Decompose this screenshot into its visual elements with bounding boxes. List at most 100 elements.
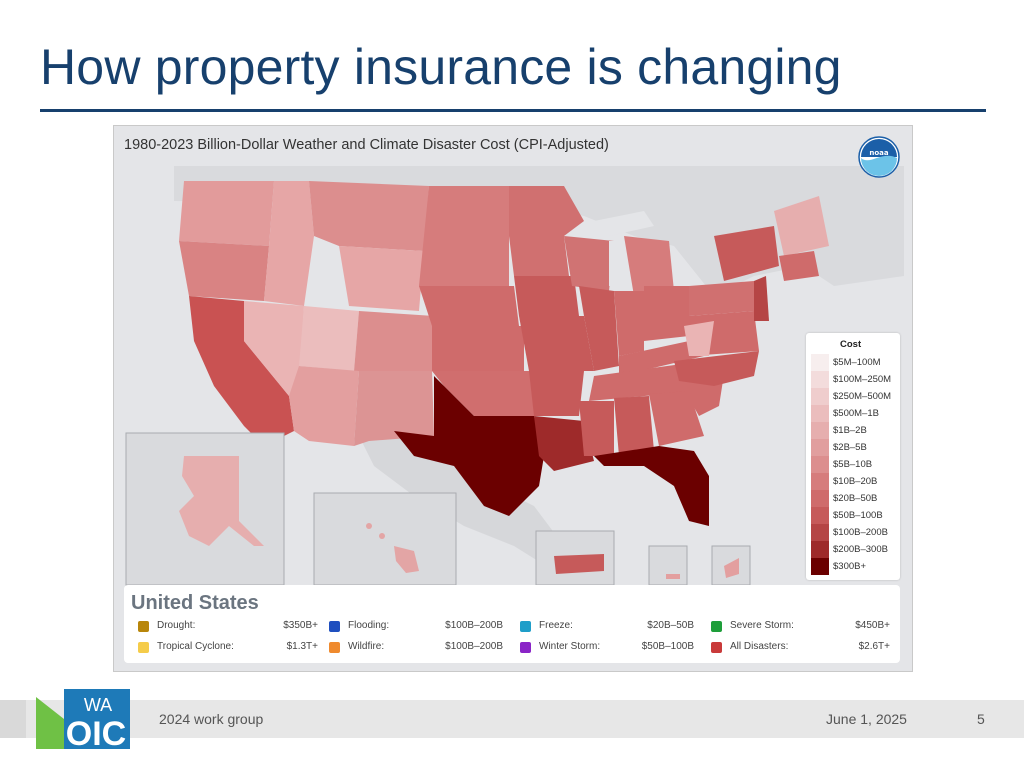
legend-swatch	[811, 507, 829, 524]
state-georgia	[649, 391, 704, 446]
hazard-name: All Disasters:	[730, 641, 789, 652]
hazard-name: Severe Storm:	[730, 620, 794, 631]
hazard-value: $350B+	[283, 620, 318, 631]
legend-label: $100B–200B	[833, 527, 888, 538]
territory-guam	[724, 558, 739, 578]
us-choropleth-map	[114, 126, 912, 671]
legend-item: $200B–300B	[811, 541, 897, 558]
legend-swatch	[811, 490, 829, 507]
state-massachusetts	[779, 251, 819, 281]
legend-label: $250M–500M	[833, 391, 892, 402]
summary-title: United States	[131, 592, 259, 614]
hazard-value: $50B–100B	[641, 641, 694, 652]
hazard-value: $450B+	[855, 620, 890, 631]
legend-swatch	[811, 354, 829, 371]
hazard-value: $1.3T+	[286, 641, 318, 652]
state-nebraska	[419, 286, 519, 326]
hazard-item: Freeze: $20B–50B	[520, 619, 700, 635]
legend-label: $2B–5B	[833, 442, 867, 453]
state-arkansas	[529, 371, 584, 416]
map-title: 1980-2023 Billion-Dollar Weather and Cli…	[124, 137, 609, 153]
hazard-name: Flooding:	[348, 620, 390, 631]
state-oregon	[179, 241, 269, 301]
hazard-swatch	[329, 642, 340, 653]
state-kansas	[432, 326, 524, 371]
state-alabama	[614, 396, 654, 456]
hawaii-island-maui	[379, 533, 385, 539]
virgin-islands-inset	[648, 545, 688, 586]
footer-band	[0, 700, 1024, 738]
state-illinois	[579, 286, 619, 371]
state-nevada	[244, 301, 304, 396]
legend-label: $100M–250M	[833, 374, 892, 385]
legend-label: $5M–100M	[833, 357, 881, 368]
hazard-swatch	[520, 621, 531, 632]
state-kentucky	[619, 341, 704, 376]
legend-label: $5B–10B	[833, 459, 873, 470]
legend-item: $250M–500M	[811, 388, 897, 405]
state-texas	[394, 376, 544, 516]
state-wisconsin	[564, 236, 614, 291]
hazard-name: Wildfire:	[348, 641, 385, 652]
hazard-name: Freeze:	[539, 620, 573, 631]
hazard-item: Tropical Cyclone: $1.3T+	[138, 640, 324, 656]
legend-swatch	[811, 473, 829, 490]
wa-oic-logo: WA OIC	[36, 689, 130, 749]
footer-date: June 1, 2025	[826, 711, 907, 727]
hazard-swatch	[711, 621, 722, 632]
logo-text-top: WA	[84, 695, 112, 715]
legend-item: $5B–10B	[811, 456, 897, 473]
logo-green-shape	[36, 697, 64, 749]
svg-text:noaa: noaa	[869, 149, 889, 157]
state-oklahoma	[432, 371, 534, 416]
legend-swatch	[811, 422, 829, 439]
hawaii-inset	[313, 492, 457, 586]
hazard-item: Flooding: $100B–200B	[329, 619, 509, 635]
state-new-england	[774, 196, 829, 256]
hazard-swatch	[138, 621, 149, 632]
state-indiana	[614, 291, 644, 356]
state-minnesota	[509, 186, 584, 276]
lake-superior	[594, 211, 654, 236]
state-colorado	[354, 311, 434, 371]
state-pennsylvania	[689, 281, 754, 316]
state-mississippi	[579, 401, 614, 456]
legend-swatch	[811, 388, 829, 405]
hazard-item: Wildfire: $100B–200B	[329, 640, 509, 656]
legend-item: $10B–20B	[811, 473, 897, 490]
state-north-carolina	[674, 351, 759, 386]
state-idaho	[264, 181, 314, 306]
state-missouri	[519, 316, 594, 371]
legend-swatch	[811, 439, 829, 456]
slide-title: How property insurance is changing	[40, 39, 842, 95]
legend-item: $20B–50B	[811, 490, 897, 507]
state-south-dakota	[419, 236, 509, 286]
united-states-summary-panel: United States Drought: $350B+ Flooding: $10…	[124, 585, 900, 663]
state-washington	[179, 181, 274, 246]
state-new-jersey	[754, 276, 769, 321]
legend-label: $300B+	[833, 561, 867, 572]
legend-label: $10B–20B	[833, 476, 878, 487]
state-new-mexico	[354, 371, 434, 446]
state-wyoming	[339, 246, 424, 311]
legend-item: $100M–250M	[811, 371, 897, 388]
legend-label: $20B–50B	[833, 493, 878, 504]
hazard-item: Drought: $350B+	[138, 619, 324, 635]
legend-item: $500M–1B	[811, 405, 897, 422]
hazard-swatch	[329, 621, 340, 632]
disaster-cost-map-figure: 1980-2023 Billion-Dollar Weather and Cli…	[113, 125, 913, 672]
state-utah	[299, 306, 359, 371]
hawaii-island-oahu	[366, 523, 372, 529]
hazard-swatch	[138, 642, 149, 653]
legend-label: $1B–2B	[833, 425, 867, 436]
hazard-item: Severe Storm: $450B+	[711, 619, 896, 635]
state-tennessee	[589, 361, 704, 401]
territory-virgin-islands	[666, 574, 680, 579]
state-arizona	[289, 366, 359, 446]
state-montana	[309, 181, 429, 251]
hazard-swatch	[520, 642, 531, 653]
legend-label: $500M–1B	[833, 408, 879, 419]
territory-puerto-rico	[554, 554, 604, 574]
logo-text-bottom: OIC	[66, 715, 126, 749]
footer-left-block	[0, 700, 26, 738]
